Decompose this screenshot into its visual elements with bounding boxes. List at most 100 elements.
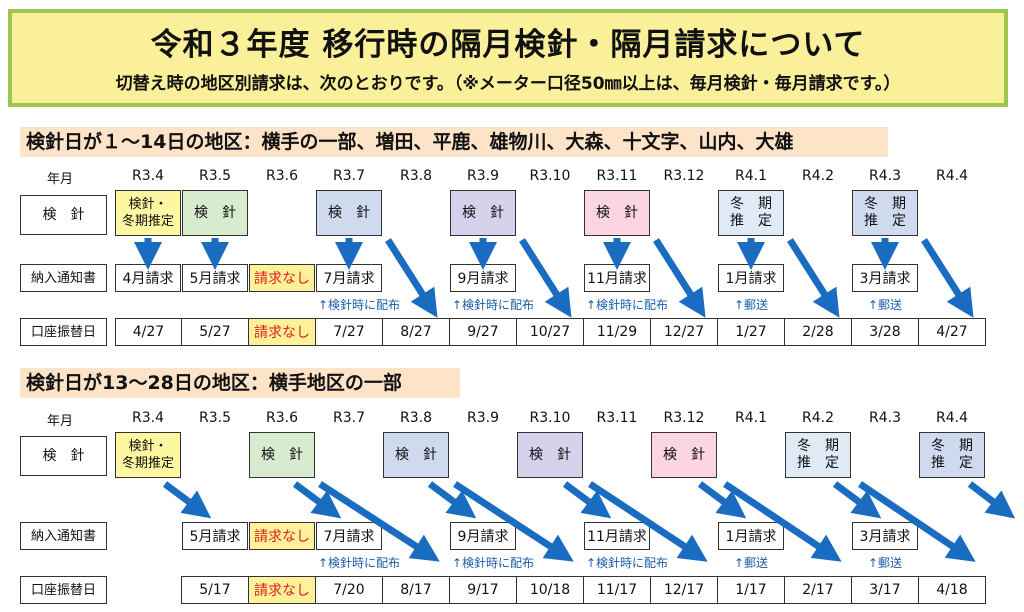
month-label: R3.10 <box>529 410 571 426</box>
section2-heading: 検針日が13～28日の地区：横手地区の一部 <box>20 368 460 398</box>
transfer-cell: 2/17 <box>784 576 852 604</box>
delivery-note: ↑郵送 <box>868 298 903 312</box>
month-label: R3.6 <box>266 410 298 426</box>
month-label: R3.12 <box>663 410 705 426</box>
month-label: R4.1 <box>735 168 767 184</box>
transfer-cell: 7/27 <box>315 318 383 346</box>
reading-box: 検 針 <box>182 190 248 236</box>
notice-cell-none: 請求なし <box>249 264 315 292</box>
reading-box: 検 針 <box>450 190 516 236</box>
month-label: R4.4 <box>936 168 968 184</box>
notice-cell: 3月請求 <box>852 522 918 550</box>
transfer-cell-none: 請求なし <box>248 576 316 604</box>
diagonal-arrow <box>967 481 1016 519</box>
month-label: R3.10 <box>529 168 571 184</box>
transfer-cell: 12/17 <box>650 576 718 604</box>
transfer-cell: 2/28 <box>784 318 852 346</box>
diagonal-arrow <box>787 238 840 318</box>
month-label: R4.4 <box>936 410 968 426</box>
diagonal-arrow <box>921 238 974 318</box>
reading-box: 冬 期 推 定 <box>852 190 918 236</box>
delivery-note: ↑郵送 <box>734 556 769 570</box>
transfer-cell: 1/17 <box>717 576 785 604</box>
notice-cell: 11月請求 <box>584 264 650 292</box>
transfer-cell: 4/27 <box>918 318 986 346</box>
reading-box: 冬 期 推 定 <box>919 432 985 478</box>
reading-box: 検 針 <box>383 432 449 478</box>
transfer-cell: 1/27 <box>717 318 785 346</box>
notice-cell: 4月請求 <box>115 264 181 292</box>
month-label: R3.9 <box>467 168 499 184</box>
transfer-cell: 4/18 <box>918 576 986 604</box>
diagonal-arrow <box>162 481 212 519</box>
month-label: R3.5 <box>199 168 231 184</box>
month-label: R3.7 <box>333 410 365 426</box>
month-label: R4.3 <box>869 410 901 426</box>
month-label: R3.11 <box>596 168 638 184</box>
transfer-cell: 7/20 <box>315 576 383 604</box>
transfer-cell-none: 請求なし <box>248 318 316 346</box>
month-label: R3.9 <box>467 410 499 426</box>
notice-cell: 5月請求 <box>182 522 248 550</box>
title-banner: 令和３年度 移行時の隔月検針・隔月請求について 切替え時の地区別請求は、次のとお… <box>8 9 1008 107</box>
transfer-cell: 9/27 <box>449 318 517 346</box>
delivery-note: ↑検針時に配布 <box>452 298 535 312</box>
transfer-cell: 8/27 <box>382 318 450 346</box>
month-label: R4.2 <box>802 410 834 426</box>
delivery-note: ↑検針時に配布 <box>318 556 401 570</box>
notice-cell: 7月請求 <box>316 522 382 550</box>
delivery-note: ↑検針時に配布 <box>452 556 535 570</box>
transfer-cell: 11/29 <box>583 318 651 346</box>
month-label: R3.5 <box>199 410 231 426</box>
transfer-cell: 10/18 <box>516 576 584 604</box>
reading-box: 冬 期 推 定 <box>785 432 851 478</box>
page-title: 令和３年度 移行時の隔月検針・隔月請求について <box>150 27 866 63</box>
notice-cell: 7月請求 <box>316 264 382 292</box>
reading-box: 冬 期 推 定 <box>718 190 784 236</box>
diagonal-arrow <box>697 481 747 519</box>
month-label: R3.8 <box>400 168 432 184</box>
month-label: R3.8 <box>400 410 432 426</box>
transfer-cell: 10/27 <box>516 318 584 346</box>
month-label: R3.6 <box>266 168 298 184</box>
delivery-note: ↑検針時に配布 <box>586 556 669 570</box>
month-label: R4.3 <box>869 168 901 184</box>
reading-box: 検 針 <box>517 432 583 478</box>
delivery-note: ↑郵送 <box>734 298 769 312</box>
reading-box: 検針・ 冬期推定 <box>115 432 181 478</box>
transfer-cell: 5/27 <box>181 318 249 346</box>
row-label-transfer: 口座振替日 <box>20 576 107 604</box>
diagonal-arrow <box>832 481 882 519</box>
month-label: R3.7 <box>333 168 365 184</box>
row-label-transfer: 口座振替日 <box>20 318 107 346</box>
row-label-notice: 納入通知書 <box>20 522 107 550</box>
row-label-month: 年月 <box>46 172 73 187</box>
delivery-note: ↑検針時に配布 <box>318 298 401 312</box>
transfer-cell: 12/27 <box>650 318 718 346</box>
notice-cell: 3月請求 <box>852 264 918 292</box>
delivery-note: ↑検針時に配布 <box>586 298 669 312</box>
notice-cell: 1月請求 <box>718 264 784 292</box>
transfer-cell: 3/17 <box>851 576 919 604</box>
diagonal-arrow <box>562 481 612 519</box>
month-label: R3.4 <box>132 168 164 184</box>
notice-cell: 9月請求 <box>450 522 516 550</box>
reading-box: 検 針 <box>249 432 315 478</box>
transfer-cell: 11/17 <box>583 576 651 604</box>
notice-cell-none: 請求なし <box>249 522 315 550</box>
transfer-cell: 5/17 <box>181 576 249 604</box>
reading-box: 検針・ 冬期推定 <box>115 190 181 236</box>
page-subtitle: 切替え時の地区別請求は、次のとおりです。（※メーター口径50㎜以上は、毎月検針・… <box>115 74 901 94</box>
reading-box: 検 針 <box>316 190 382 236</box>
notice-cell: 1月請求 <box>718 522 784 550</box>
month-label: R4.1 <box>735 410 767 426</box>
delivery-note: ↑郵送 <box>868 556 903 570</box>
transfer-cell: 4/27 <box>115 318 182 346</box>
month-label: R3.11 <box>596 410 638 426</box>
month-label: R4.2 <box>802 168 834 184</box>
transfer-cell: 9/17 <box>449 576 517 604</box>
month-label: R3.4 <box>132 410 164 426</box>
row-label-reading: 検 針 <box>20 436 107 476</box>
diagonal-arrow <box>292 481 342 519</box>
reading-box: 検 針 <box>584 190 650 236</box>
